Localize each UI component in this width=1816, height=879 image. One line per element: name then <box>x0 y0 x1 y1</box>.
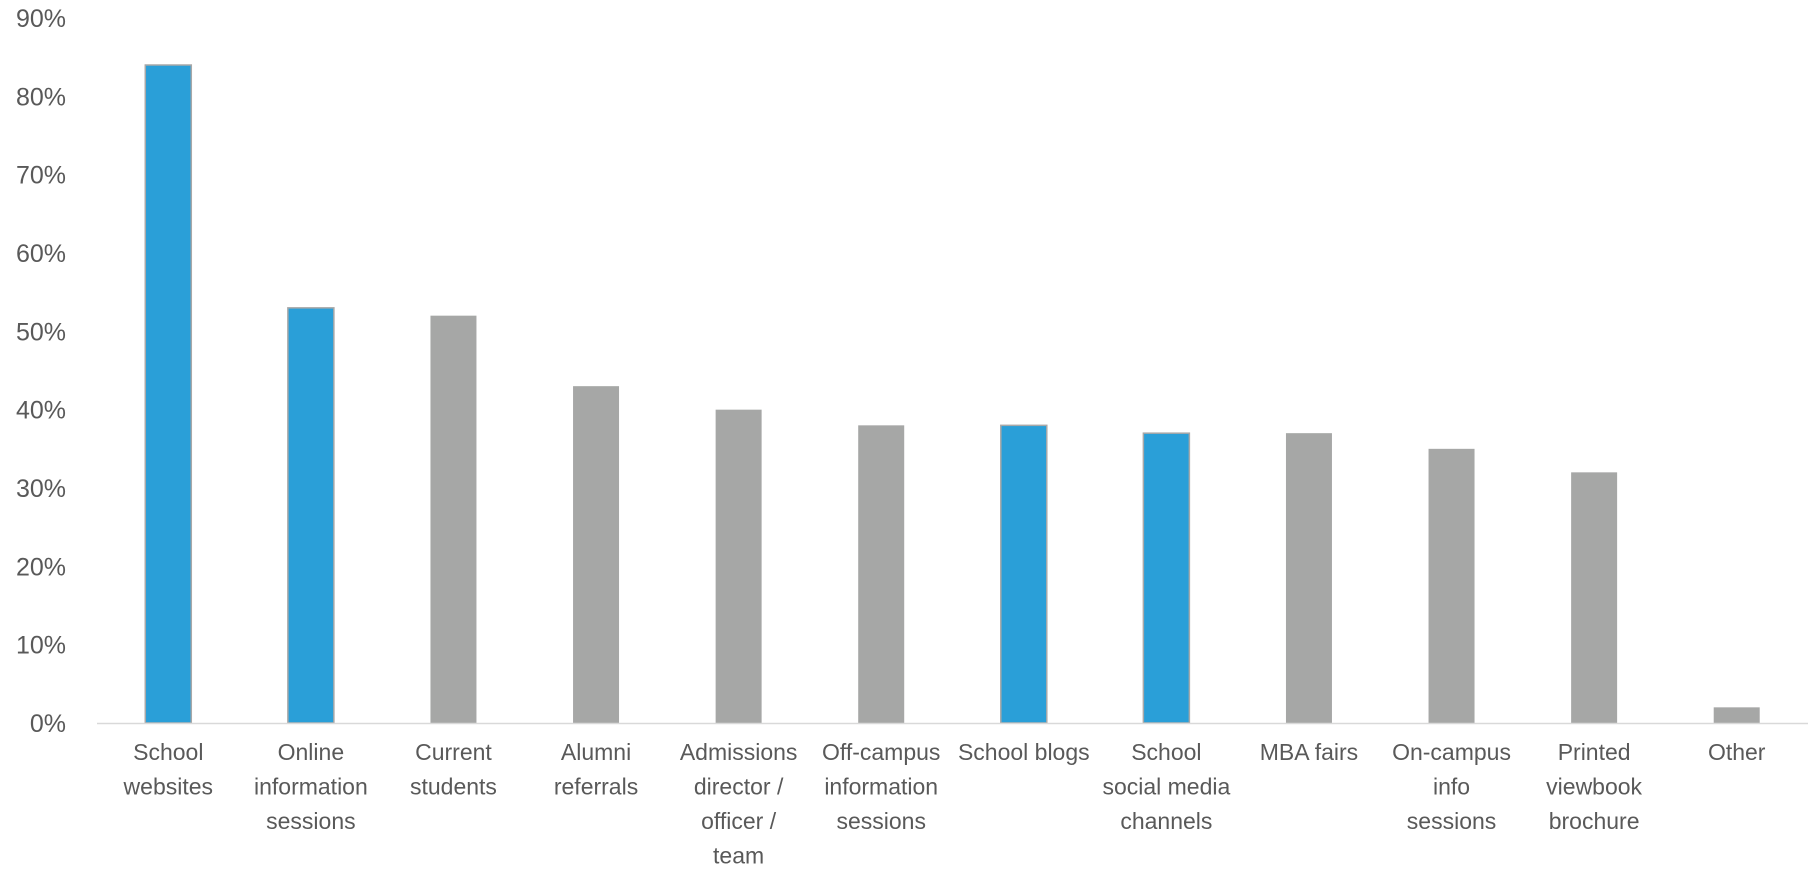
bar-9 <box>1285 433 1332 723</box>
x-tick-label: Online information sessions <box>254 739 368 834</box>
y-tick-label: 80% <box>16 83 66 111</box>
bar-7 <box>1000 424 1048 724</box>
x-tick-label-line: sessions <box>836 808 925 834</box>
bar-5 <box>715 409 762 723</box>
x-tick-label-line: team <box>713 843 764 869</box>
y-tick-label: 90% <box>16 5 66 33</box>
x-tick-label-line: School <box>133 739 203 765</box>
y-tick-label: 0% <box>30 710 66 738</box>
x-tick-label-line: social media <box>1102 774 1230 800</box>
x-tick-label-line: websites <box>123 774 213 800</box>
x-tick-label-line: School blogs <box>958 739 1090 765</box>
x-tick-label-line: Current <box>415 739 492 765</box>
x-tick-label: School websites <box>123 739 213 800</box>
bar-8 <box>1142 432 1191 724</box>
y-tick-label: 70% <box>16 162 66 190</box>
x-tick-label-line: School <box>1131 739 1201 765</box>
x-tick-label-line: channels <box>1120 808 1212 834</box>
x-tick-label-line: Other <box>1708 739 1766 765</box>
y-tick-label: 20% <box>16 553 66 581</box>
x-tick-label-line: MBA fairs <box>1260 739 1358 765</box>
x-tick-label-line: students <box>410 774 497 800</box>
x-tick-label: MBA fairs <box>1260 739 1358 765</box>
x-tick-label-line: Off-campus <box>822 739 940 765</box>
bar-2 <box>287 307 335 724</box>
x-tick-label: Admissions director / officer / team <box>680 739 798 869</box>
x-tick-label-line: On-campus <box>1392 739 1511 765</box>
x-tick-label: School social media channels <box>1102 739 1230 834</box>
bar-12 <box>1713 707 1760 723</box>
x-tick-label-line: Printed <box>1558 739 1631 765</box>
x-tick-label-line: info <box>1433 774 1470 800</box>
x-tick-label: School blogs <box>958 739 1090 765</box>
x-tick-label-line: viewbook <box>1546 774 1642 800</box>
x-tick-label-line: Alumni <box>561 739 631 765</box>
bar-4 <box>573 386 620 723</box>
x-tick-label: Off-campus information sessions <box>822 739 940 834</box>
x-tick-label: Printed viewbook brochure <box>1546 739 1642 834</box>
bar-1 <box>144 64 193 724</box>
x-tick-label: On-campus info sessions <box>1392 739 1511 834</box>
x-tick-label-line: sessions <box>266 808 355 834</box>
y-axis: 0% 10% 20% 30% 40% 50% 60% 70% 80% 90% <box>16 5 66 738</box>
x-tick-label-line: sessions <box>1407 808 1496 834</box>
x-tick-label: Other <box>1708 739 1766 765</box>
x-tick-label-line: officer / <box>701 808 777 834</box>
y-tick-label: 40% <box>16 397 66 425</box>
x-tick-label-line: information <box>824 774 938 800</box>
bar-11 <box>1571 472 1618 723</box>
x-tick-label-line: Online <box>278 739 344 765</box>
x-axis-labels: School websites Online information sessions C… <box>123 739 1766 869</box>
y-tick-label: 60% <box>16 240 66 268</box>
bar-3 <box>430 315 477 723</box>
bar-10 <box>1428 448 1475 723</box>
x-tick-label-line: brochure <box>1549 808 1640 834</box>
x-tick-label-line: information <box>254 774 368 800</box>
bars <box>144 64 1760 724</box>
y-tick-label: 10% <box>16 632 66 660</box>
x-tick-label-line: director / <box>694 774 784 800</box>
y-tick-label: 50% <box>16 318 66 346</box>
x-tick-label-line: Admissions <box>680 739 798 765</box>
x-tick-label: Current students <box>410 739 497 800</box>
x-tick-label-line: referrals <box>554 774 638 800</box>
y-tick-label: 30% <box>16 475 66 503</box>
x-tick-label: Alumni referrals <box>554 739 638 800</box>
bar-6 <box>858 425 905 723</box>
